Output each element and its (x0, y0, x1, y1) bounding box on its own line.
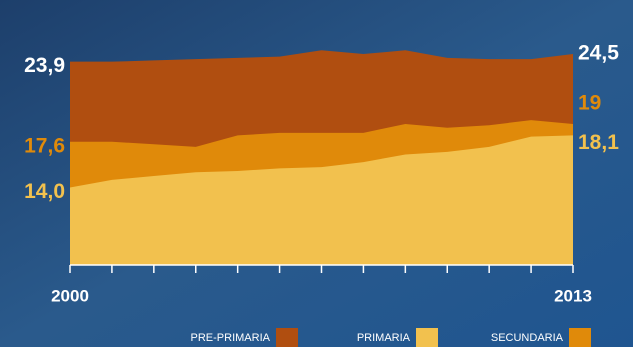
value-label: 24,5 (578, 42, 619, 65)
legend-swatch (416, 328, 438, 347)
area (70, 135, 573, 265)
plot: 23,9 24,5 17,6 19 14,0 18,1 2000 2013 PRE-PRIMAR… (24, 42, 619, 347)
value-label: 19 (578, 91, 601, 114)
x-tick-label: 2000 (51, 286, 89, 305)
legend-label: PRIMARIA (357, 332, 411, 344)
value-label: 18,1 (578, 131, 619, 154)
value-label: 14,0 (24, 180, 65, 203)
value-label: 23,9 (24, 54, 65, 77)
value-label: 17,6 (24, 134, 65, 157)
legend-label: PRE-PRIMARIA (191, 332, 271, 344)
legend-swatch (569, 328, 591, 347)
legend-label: SECUNDARIA (491, 332, 564, 344)
x-tick-label: 2013 (554, 286, 592, 305)
legend-swatch (276, 328, 298, 347)
